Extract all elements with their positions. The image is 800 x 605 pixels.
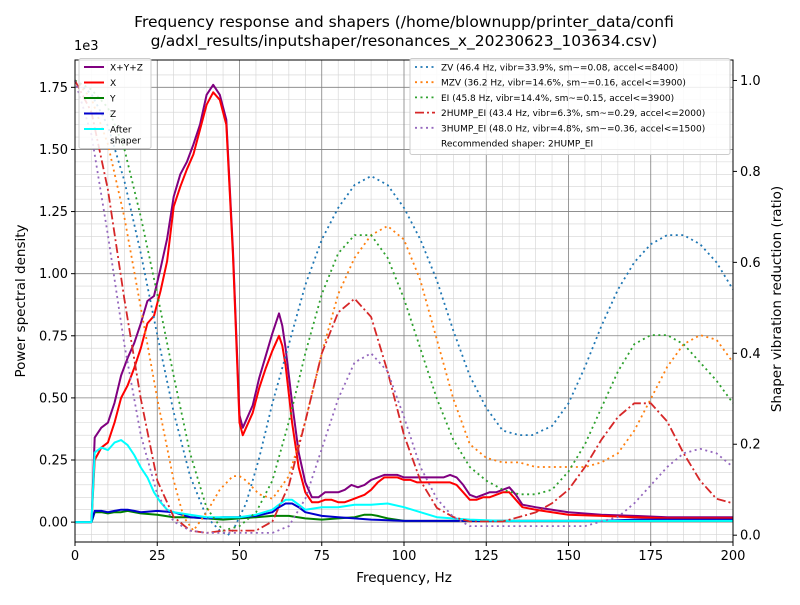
- recommended-shaper-text: Recommended shaper: 2HUMP_EI: [441, 140, 593, 150]
- legend-shapers-box: [409, 58, 731, 155]
- y-offset-text: 1e3: [74, 39, 99, 54]
- legend-label: MZV (36.2 Hz, vibr=14.6%, sm~=0.16, acce…: [441, 79, 686, 89]
- shaper-series-group: [74, 79, 734, 537]
- legend-label: EI (45.8 Hz, vibr=14.4%, sm~=0.15, accel…: [441, 94, 674, 104]
- legend-label: 2HUMP_EI (43.4 Hz, vibr=6.3%, sm~=0.29, …: [441, 109, 705, 119]
- y2-tick-label: 0.6: [740, 256, 761, 271]
- legend-label: After: [110, 126, 132, 136]
- x-tick-label: 50: [231, 549, 248, 564]
- y-tick-label: 1.00: [39, 267, 68, 282]
- x-tick-label: 25: [149, 549, 166, 564]
- x-tick-label: 150: [556, 549, 581, 564]
- x-axis-label: Frequency, Hz: [356, 570, 452, 586]
- axis-ticks: 0 25 50 75 100 125 150 175 200 0.00 0.25 0.50 0.75 1.…: [39, 74, 761, 564]
- y2-tick-label: 0.4: [740, 347, 761, 362]
- x-tick-label: 175: [638, 549, 663, 564]
- y2-tick-label: 0.8: [740, 165, 761, 180]
- legend-label: X+Y+Z: [110, 64, 143, 74]
- y2-axis-label: Shaper vibration reduction (ratio): [769, 186, 785, 412]
- x-tick-label: 200: [721, 549, 746, 564]
- x-tick-label: 125: [474, 549, 499, 564]
- y2-tick-label: 1.0: [740, 74, 761, 89]
- shaper-line-zv: [74, 79, 734, 537]
- y-tick-label: 0.75: [39, 329, 68, 344]
- x-tick-label: 100: [392, 549, 417, 564]
- legend-label: 3HUMP_EI (48.0 Hz, vibr=4.8%, sm~=0.36, …: [441, 124, 705, 134]
- y-tick-label: 0.25: [39, 454, 68, 469]
- legend-label: shaper: [110, 137, 141, 147]
- shaper-line-ei: [74, 79, 734, 532]
- chart-title-line-1: Frequency response and shapers (/home/bl…: [134, 13, 674, 32]
- legend-label: X: [110, 79, 116, 89]
- y-tick-label: 1.75: [39, 81, 68, 96]
- y2-tick-label: 0.0: [740, 529, 761, 544]
- legend-shapers: ZV (46.4 Hz, vibr=33.9%, sm~=0.08, accel…: [409, 58, 731, 155]
- y2-tick-label: 0.2: [740, 438, 761, 453]
- series-line-x-y-z: [75, 83, 733, 524]
- x-tick-label: 75: [313, 549, 330, 564]
- legend-label: Z: [110, 110, 116, 120]
- y-axis-label: Power spectral density: [13, 224, 29, 377]
- y-tick-label: 1.50: [39, 143, 68, 158]
- x-tick-label: 0: [71, 549, 79, 564]
- series-line-x: [75, 91, 733, 524]
- shaper-line-3hump-ei: [74, 80, 734, 534]
- shaper-line-2hump-ei: [74, 80, 734, 534]
- chart-title-line-2: g/adxl_results/inputshaper/resonances_x_…: [151, 32, 658, 51]
- legend-psd-box: [78, 58, 152, 149]
- y-tick-label: 0.50: [39, 391, 68, 406]
- y-tick-label: 1.25: [39, 205, 68, 220]
- legend-label: ZV (46.4 Hz, vibr=33.9%, sm~=0.08, accel…: [441, 64, 678, 74]
- y-tick-label: 0.00: [39, 516, 68, 531]
- legend-label: Y: [109, 95, 116, 105]
